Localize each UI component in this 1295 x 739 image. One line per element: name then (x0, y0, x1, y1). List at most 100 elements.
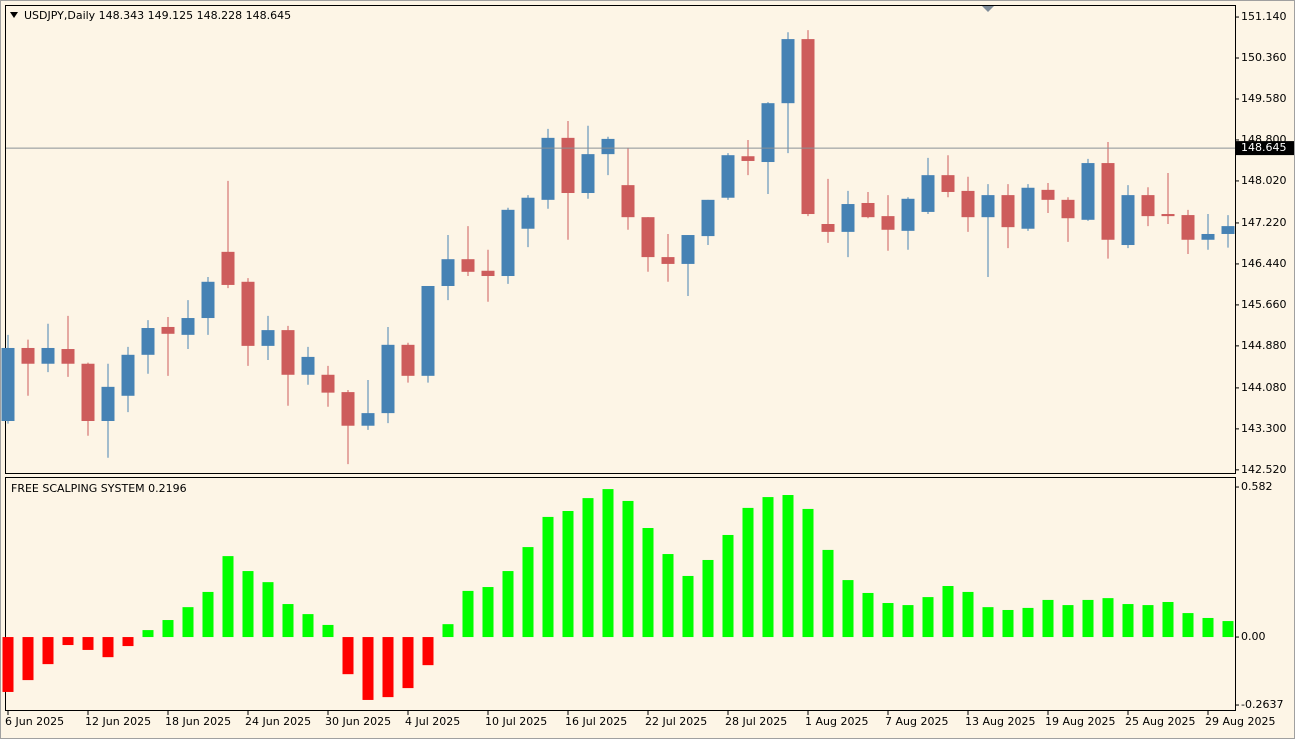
candle-body (501, 209, 515, 277)
histogram-bar (662, 554, 674, 638)
histogram-bar (582, 498, 594, 638)
histogram-bar (842, 580, 854, 638)
histogram-bar (222, 556, 234, 638)
x-tick-label: 19 Aug 2025 (1045, 715, 1115, 728)
candle-body (1001, 195, 1015, 228)
x-tick-label: 6 Jun 2025 (5, 715, 64, 728)
candle-body (861, 202, 875, 218)
candle-body (981, 195, 995, 218)
y-tick-label: 150.360 (1241, 51, 1287, 64)
shift-marker (982, 6, 994, 12)
histogram-bar (622, 500, 634, 638)
histogram-bar (1162, 601, 1174, 638)
indicator-panel-frame (5, 477, 1236, 711)
x-tick-label: 10 Jul 2025 (485, 715, 547, 728)
histogram-bar (1082, 599, 1094, 638)
histogram-bar (262, 582, 274, 638)
histogram-bar (682, 575, 694, 638)
candle-body (1, 347, 15, 421)
candle-body (581, 154, 595, 194)
histogram-bar (282, 604, 294, 638)
histogram-bar (1182, 613, 1194, 638)
candle-body (681, 235, 695, 264)
candle-body (41, 347, 55, 364)
candle-body (881, 216, 895, 230)
histogram-bar (162, 620, 174, 638)
histogram-bar (102, 637, 114, 658)
candle-body (1041, 189, 1055, 200)
histogram-bar (482, 587, 494, 638)
candle-body (741, 156, 755, 161)
x-tick-label: 28 Jul 2025 (725, 715, 787, 728)
candle-body (161, 326, 175, 334)
histogram-bar (342, 637, 354, 675)
candle-body (241, 281, 255, 346)
histogram-bar (982, 607, 994, 638)
histogram-bar (322, 624, 334, 638)
candle-body (841, 204, 855, 232)
histogram-bar (822, 549, 834, 638)
candle-body (821, 224, 835, 232)
x-tick-label: 18 Jun 2025 (165, 715, 231, 728)
histogram-bar (1142, 605, 1154, 638)
histogram-bar (502, 571, 514, 638)
candle-body (281, 330, 295, 375)
histogram-bar (782, 495, 794, 638)
candle-body (401, 344, 415, 376)
candle-body (1081, 163, 1095, 220)
candle-body (141, 328, 155, 355)
candle-body (601, 138, 615, 155)
histogram-bar (142, 630, 154, 638)
x-tick-label: 24 Jun 2025 (245, 715, 311, 728)
histogram-bar (1202, 617, 1214, 638)
histogram-bar (1042, 599, 1054, 638)
candle-body (1141, 195, 1155, 217)
candle-body (481, 270, 495, 277)
histogram-bar (902, 605, 914, 638)
histogram-bar (1062, 605, 1074, 638)
histogram-bar (82, 637, 94, 650)
x-tick-label: 22 Jul 2025 (645, 715, 707, 728)
y-tick-label: 144.080 (1241, 381, 1287, 394)
candle-body (1121, 195, 1135, 246)
candle-body (901, 198, 915, 231)
candle-body (701, 199, 715, 237)
candle-body (621, 185, 635, 218)
candle-body (1101, 163, 1115, 240)
candle-body (801, 39, 815, 215)
candle-body (1181, 215, 1195, 240)
candle-body (961, 190, 975, 218)
candle-body (461, 259, 475, 272)
histogram-bar (42, 637, 54, 665)
candle-body (21, 347, 35, 364)
indicator-title: FREE SCALPING SYSTEM 0.2196 (11, 482, 187, 495)
histogram-bar (922, 597, 934, 638)
price-title: USDJPY,Daily 148.343 149.125 148.228 148… (24, 9, 291, 22)
candle-body (941, 175, 955, 192)
y-tick-label: 142.520 (1241, 463, 1287, 476)
histogram-bar (542, 516, 554, 638)
candle-body (101, 386, 115, 421)
candle-body (61, 349, 75, 364)
candle-body (301, 356, 315, 375)
histogram-bar (22, 637, 34, 681)
histogram-bar (242, 571, 254, 638)
histogram-bar (942, 586, 954, 638)
y-tick-label: 151.140 (1241, 10, 1287, 23)
candle-body (1221, 226, 1235, 234)
histogram-bar (442, 624, 454, 638)
candle-body (1021, 187, 1035, 229)
histogram-bar (762, 497, 774, 638)
candle-body (341, 392, 355, 426)
price-panel-frame (5, 5, 1236, 474)
candle-body (261, 330, 275, 346)
histogram-bar (522, 547, 534, 638)
histogram-bar (882, 603, 894, 638)
candle-body (661, 257, 675, 264)
histogram-bar (402, 637, 414, 689)
histogram-bar (1002, 609, 1014, 638)
histogram-bar (602, 489, 614, 638)
candle-body (421, 285, 435, 376)
histogram-bar (642, 528, 654, 638)
